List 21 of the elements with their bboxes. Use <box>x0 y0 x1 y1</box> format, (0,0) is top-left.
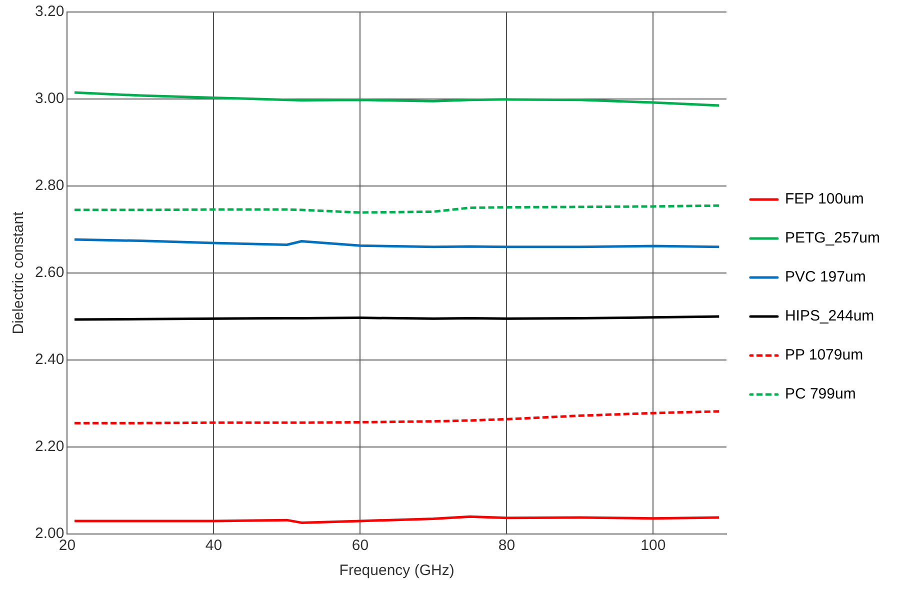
x-axis-title: Frequency (GHz) <box>339 562 454 580</box>
y-tick-label: 2.60 <box>34 264 64 282</box>
y-tick-label: 3.00 <box>34 90 64 108</box>
y-tick-label: 2.80 <box>34 177 64 194</box>
legend-label: PVC 197um <box>784 268 866 286</box>
y-tick-label: 2.20 <box>34 438 64 456</box>
legend-label: PETG_257um <box>784 230 880 247</box>
legend-label: PP 1079um <box>784 346 864 364</box>
y-axis-title: Dielectric constant <box>10 210 28 334</box>
legend-label: PC 799um <box>784 386 856 403</box>
line-series <box>73 410 720 424</box>
x-tick-label: 20 <box>58 537 76 554</box>
y-tick-label: 2.40 <box>34 351 64 368</box>
legend-label: FEP 100um <box>784 190 864 208</box>
x-tick-label: 100 <box>640 537 666 554</box>
y-tick-label: 3.20 <box>34 3 64 20</box>
line-series <box>73 204 720 214</box>
legend-label: HIPS_244um <box>784 308 874 325</box>
x-tick-label: 40 <box>205 537 222 554</box>
x-tick-label: 80 <box>498 537 516 554</box>
x-tick-label: 60 <box>352 537 369 554</box>
